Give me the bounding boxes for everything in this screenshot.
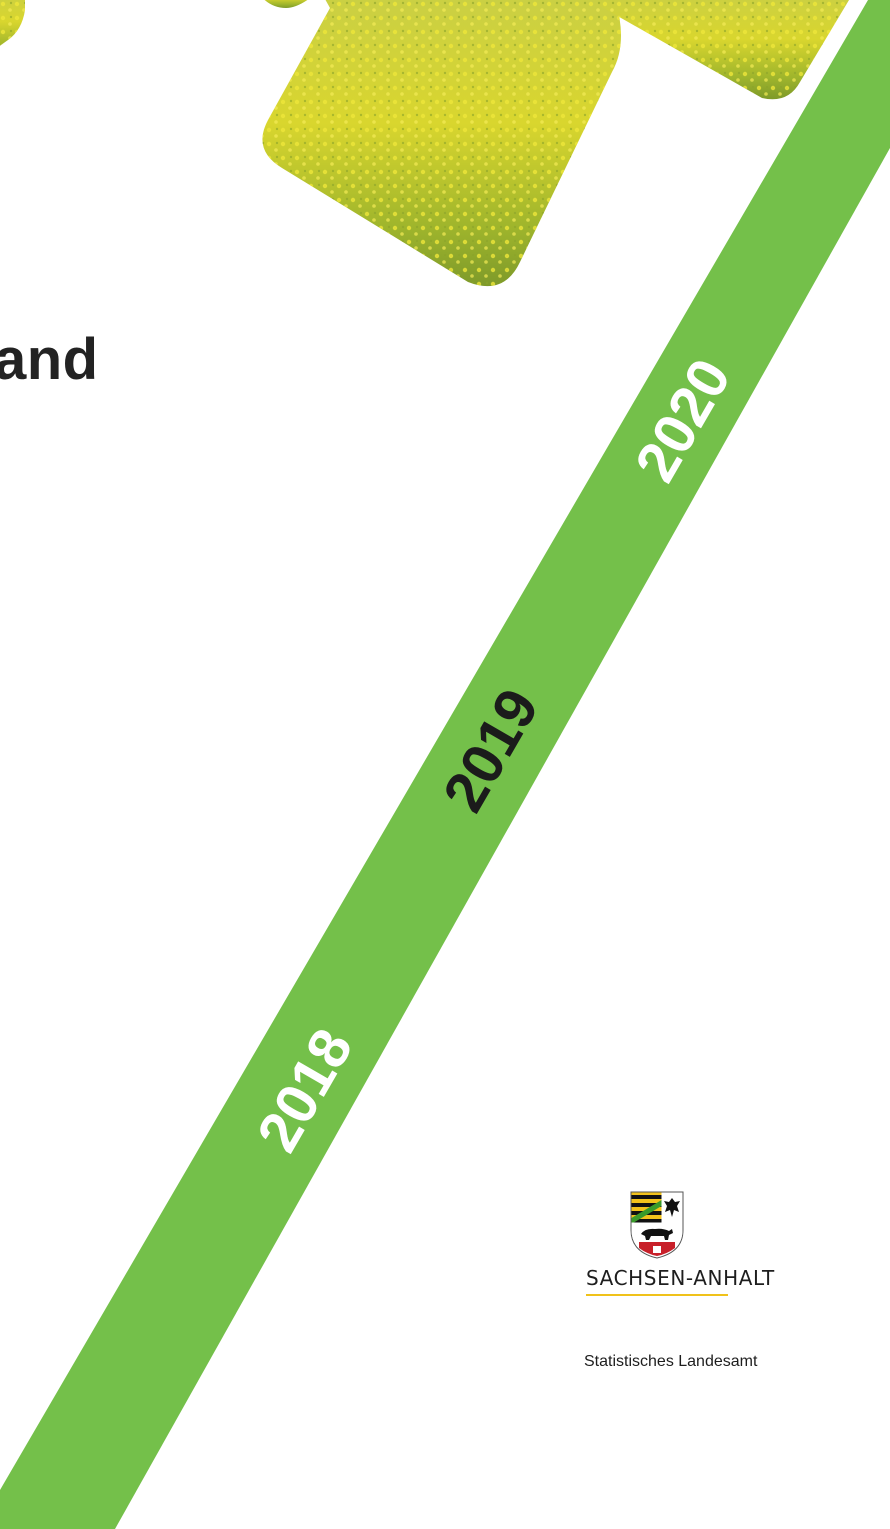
report-title-fragment: and: [0, 327, 99, 392]
field-photo-tile-top: [264, 0, 308, 8]
field-photo-tile-center: [262, 0, 621, 286]
field-photo-tile-left: [0, 0, 25, 46]
field-photo-tile-right: [599, 0, 850, 100]
state-logo: SACHSEN-ANHALT: [586, 1190, 774, 1296]
coat-of-arms-icon: [630, 1191, 684, 1259]
office-name: Statistisches Landesamt: [584, 1353, 758, 1370]
state-name: SACHSEN-ANHALT: [586, 1266, 774, 1296]
